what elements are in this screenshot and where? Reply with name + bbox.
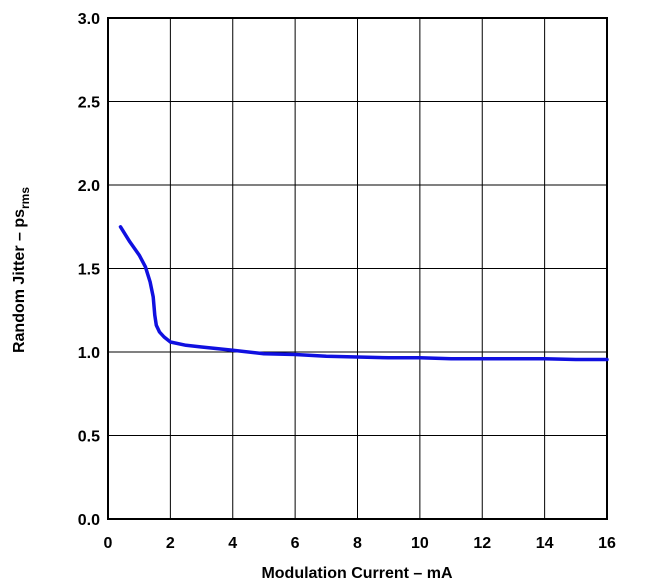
x-tick-label: 4 [228,535,237,552]
y-tick-label: 3.0 [78,11,100,28]
y-tick-label: 1.5 [78,262,100,279]
series-group [118,225,609,362]
x-axis-title: Modulation Current – mA [261,565,453,582]
x-tick-label: 0 [104,535,113,552]
y-tick-label: 2.0 [78,178,100,195]
plot-area-frame [107,17,608,520]
y-axis-title: Random Jitter – psrms [11,187,32,353]
y-axis-title-main: Random Jitter – ps [11,209,28,353]
series-line [118,225,609,362]
x-tick-label: 14 [536,535,554,552]
y-axis-ticks: 0.0 0.5 1.0 1.5 2.0 2.5 3.0 [78,11,100,529]
x-tick-label: 10 [411,535,429,552]
y-axis-title-subscript: rms [18,187,32,209]
grid [108,18,607,519]
x-tick-label: 12 [473,535,491,552]
x-axis-ticks: 0 2 4 6 8 10 12 14 16 [104,535,616,552]
x-tick-label: 2 [166,535,175,552]
y-tick-label: 1.0 [78,345,100,362]
x-tick-label: 16 [598,535,616,552]
y-tick-label: 0.0 [78,512,100,529]
x-tick-label: 6 [291,535,300,552]
x-tick-label: 8 [353,535,362,552]
y-tick-label: 2.5 [78,95,100,112]
y-tick-label: 0.5 [78,429,100,446]
